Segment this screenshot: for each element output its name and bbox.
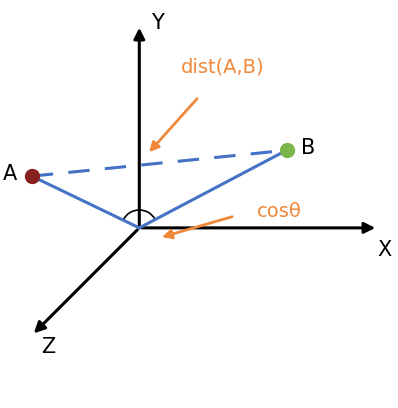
Text: Y: Y: [151, 13, 164, 33]
Text: Z: Z: [41, 337, 55, 357]
Text: cosθ: cosθ: [257, 202, 302, 222]
Text: X: X: [377, 240, 391, 260]
Text: dist(A,B): dist(A,B): [181, 58, 265, 77]
Text: A: A: [3, 164, 17, 184]
Text: B: B: [301, 138, 316, 158]
